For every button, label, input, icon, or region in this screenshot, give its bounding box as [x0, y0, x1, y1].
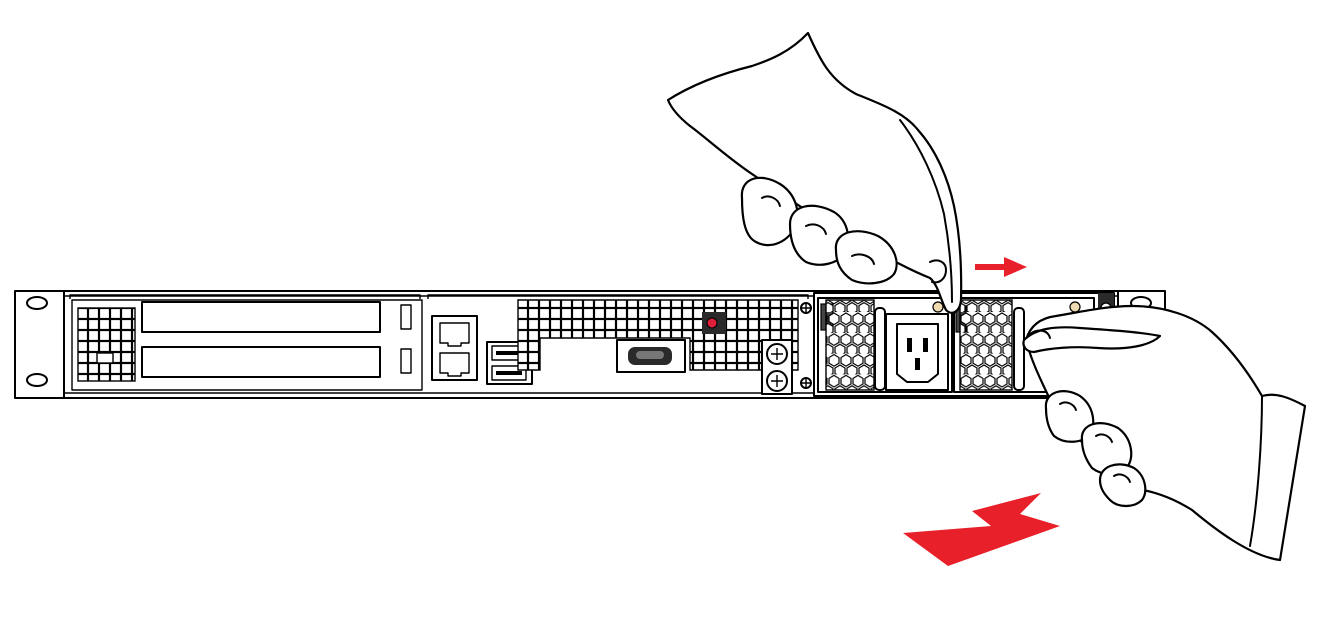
psu2-handle[interactable]: [1013, 307, 1025, 391]
thumb-screws: [761, 339, 793, 395]
vent-grid-left: [77, 307, 136, 382]
power-supply-bay: [813, 292, 1115, 397]
ethernet-ports: [431, 315, 478, 381]
red-arrow-right-icon: [975, 257, 1027, 277]
hand-pressing-latch-icon: [666, 31, 963, 314]
small-port: [96, 352, 114, 364]
ethernet-port-top: [439, 322, 470, 347]
psu2-fan-grille: [959, 299, 1013, 391]
expansion-bay: [71, 299, 423, 391]
left-ear-hole-bottom: [26, 373, 48, 387]
usb-port-bottom: [491, 365, 527, 381]
psu1-fan-grille: [825, 299, 875, 391]
pcie-slot-latch-bottom: [400, 348, 412, 374]
pcie-slot-latch-top: [400, 304, 412, 330]
upper-finger-3: [834, 230, 898, 285]
ethernet-port-bottom: [439, 352, 470, 377]
left-ear-hole-top: [26, 296, 48, 310]
lower-thumb: [1022, 326, 1162, 354]
power-supply-1: [817, 297, 953, 393]
pcie-slot-cover-top: [141, 301, 381, 333]
lower-finger-3: [1098, 463, 1147, 508]
upper-fingernail: [929, 259, 947, 284]
red-arrow-pull-out-icon: [903, 493, 1060, 566]
vent-grid-center: [517, 299, 799, 371]
pcie-slot-cover-bottom: [141, 346, 381, 378]
indicator-led: [706, 317, 718, 329]
psu2-release-tab: [1069, 301, 1081, 313]
psu1-handle: [874, 307, 886, 391]
hand-gripping-handle-icon: [1022, 304, 1307, 562]
psu1-release-tab: [932, 301, 944, 313]
